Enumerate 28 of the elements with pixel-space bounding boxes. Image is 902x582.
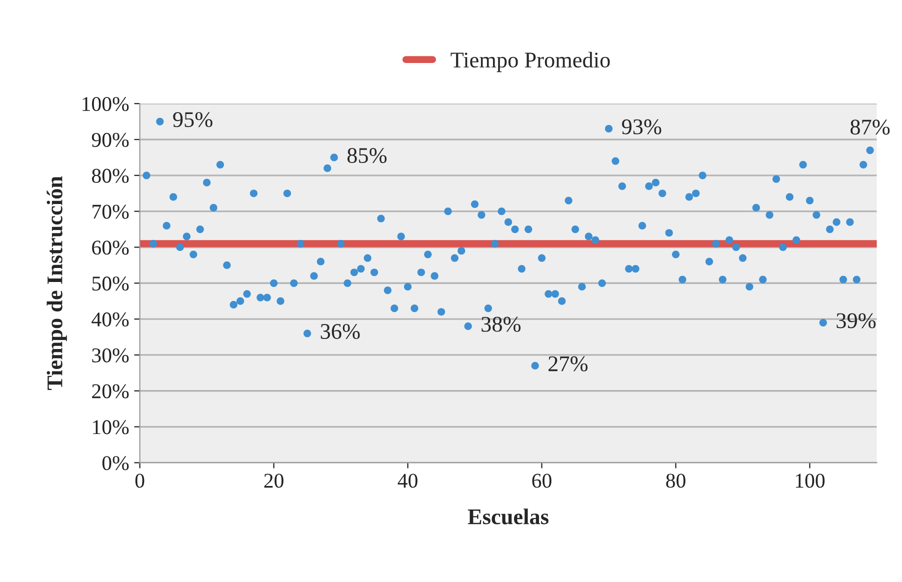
legend-label: Tiempo Promedio xyxy=(450,52,610,72)
x-axis-title: Escuelas xyxy=(468,508,548,524)
x-tick-label: 80 xyxy=(666,474,686,488)
x-tick-label: 40 xyxy=(398,474,418,488)
annotation: 38% xyxy=(482,316,521,332)
x-tick-label: 100 xyxy=(796,474,825,488)
y-tick-label: 10% xyxy=(93,420,129,434)
annotation: 27% xyxy=(548,356,588,372)
annotation: 93% xyxy=(622,119,662,134)
y-tick-label: 60% xyxy=(92,240,129,255)
y-tick-label: 70% xyxy=(92,204,129,219)
y-tick-label: 100% xyxy=(82,96,129,112)
y-tick-label: 20% xyxy=(92,384,129,398)
y-tick-label: 80% xyxy=(92,168,129,183)
annotation: 95% xyxy=(173,112,212,128)
y-tick-label: 0% xyxy=(102,456,129,470)
x-tick-label: 60 xyxy=(532,474,552,488)
annotation: 85% xyxy=(347,148,387,164)
annotation: 36% xyxy=(320,324,360,340)
annotation: 87% xyxy=(850,120,890,135)
annotation: 39% xyxy=(836,313,876,328)
y-tick-label: 50% xyxy=(92,276,129,291)
x-tick-label: 0 xyxy=(135,474,144,488)
y-tick-label: 90% xyxy=(92,132,129,148)
y-tick-label: 40% xyxy=(92,312,129,327)
y-axis-title: Tiempo de Instrucción xyxy=(46,176,67,390)
x-tick-label: 20 xyxy=(264,474,284,488)
y-tick-label: 30% xyxy=(92,348,129,362)
